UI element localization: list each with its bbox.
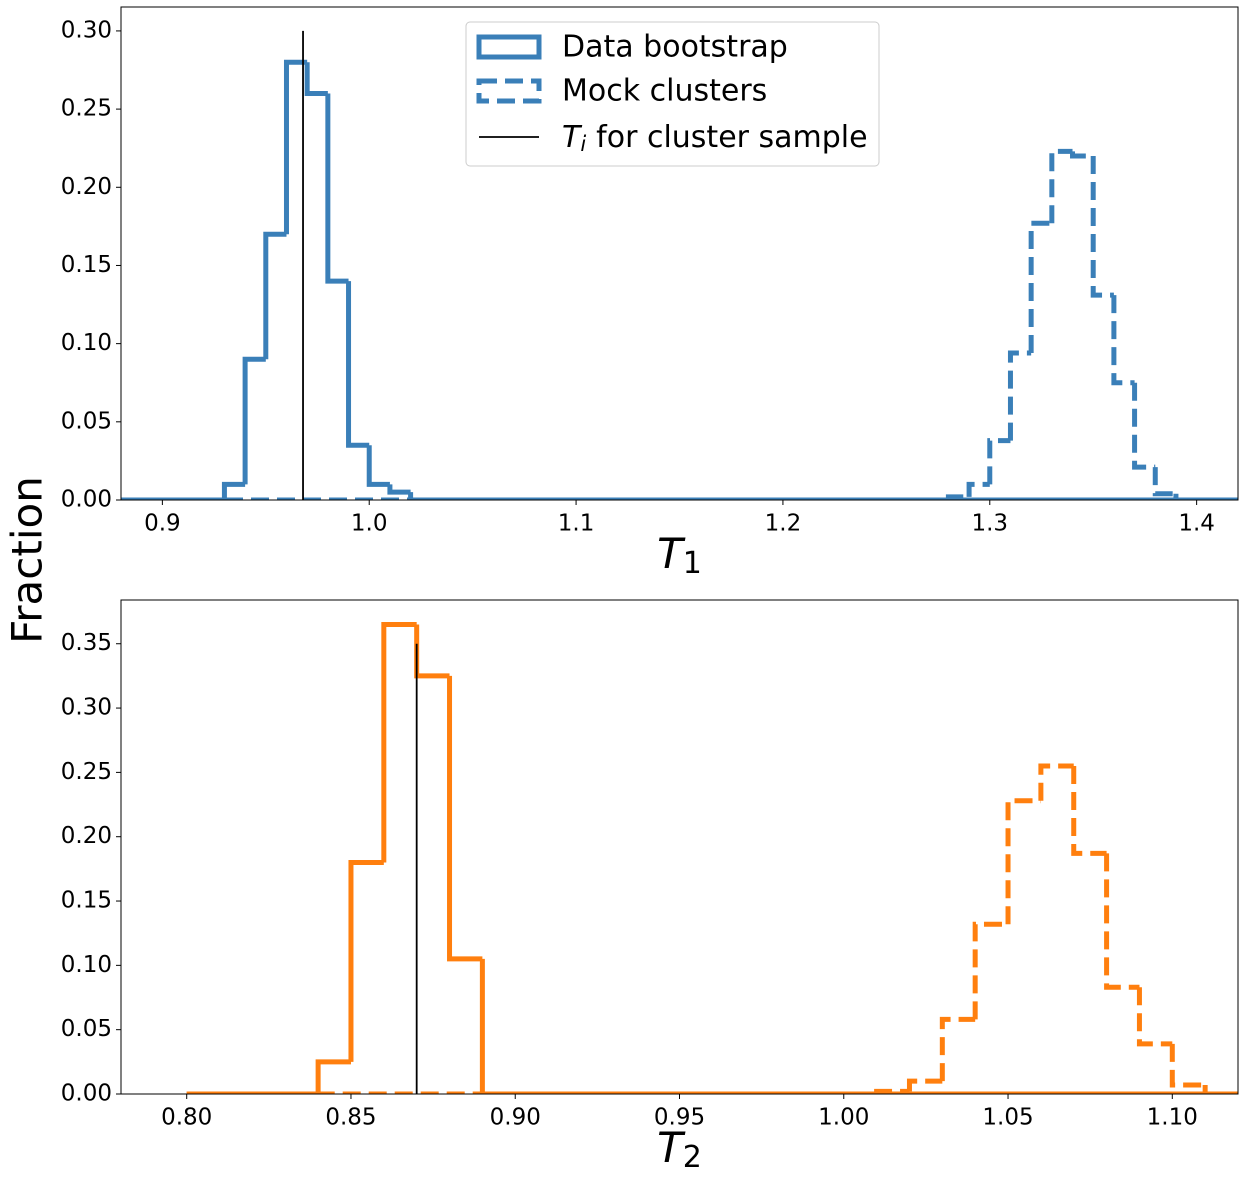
- plot-area: [186, 621, 1238, 1094]
- histogram-step: [1049, 148, 1073, 224]
- legend-text: for cluster sample: [596, 120, 867, 155]
- y-tick-label: 0.10: [61, 330, 112, 356]
- x-tick-label: 0.90: [490, 1105, 541, 1131]
- y-tick-label: 0.30: [61, 17, 112, 43]
- x-axis-label: T2: [657, 1123, 702, 1175]
- legend-subscript: i: [580, 132, 586, 156]
- histogram-step: [972, 921, 1009, 1020]
- legend-box: [465, 21, 880, 167]
- histogram-step: [945, 494, 970, 500]
- histogram-step: [283, 59, 308, 235]
- histogram-step: [1132, 382, 1156, 470]
- y-tick-label: 0.00: [61, 487, 112, 513]
- x-tick-label: 1.3: [971, 511, 1008, 537]
- histogram-step: [1104, 853, 1140, 990]
- legend-label: Mock clusters: [562, 74, 767, 109]
- x-tick-label: 1.05: [982, 1105, 1033, 1131]
- x-tick-label: 1.00: [818, 1105, 869, 1131]
- x-tick-label: 0.85: [325, 1105, 376, 1131]
- histogram-step: [906, 1078, 943, 1092]
- histogram-step: [1038, 763, 1074, 801]
- histogram-step: [1007, 350, 1032, 441]
- y-tick-label: 0.00: [61, 1081, 112, 1107]
- histogram-step: [263, 231, 287, 360]
- histogram-step: [1070, 151, 1094, 159]
- histogram-step: [387, 484, 411, 495]
- y-tick-label: 0.30: [61, 695, 112, 721]
- histogram-step: [1005, 798, 1041, 925]
- y-tick-label: 0.15: [61, 888, 112, 914]
- legend-symbol: T: [562, 120, 583, 155]
- histogram-step: [1136, 987, 1173, 1047]
- histogram-step: [1173, 493, 1238, 500]
- histogram-step: [1090, 156, 1114, 298]
- histogram-step: [939, 1016, 976, 1082]
- histogram-step: [414, 624, 450, 679]
- histogram-step: [447, 675, 483, 962]
- histogram-step: [366, 445, 390, 487]
- y-axis-label: Fraction: [3, 476, 52, 644]
- histogram-step: [1071, 765, 1107, 856]
- histogram-step: [987, 438, 1011, 485]
- histogram-step: [408, 492, 1238, 500]
- x-tick-label: 1.10: [1147, 1105, 1198, 1131]
- histogram-step: [1028, 220, 1052, 354]
- legend-swatch: [476, 78, 542, 104]
- histogram-step: [1152, 467, 1176, 497]
- y-tick-label: 0.25: [61, 759, 112, 785]
- y-tick-label: 0.10: [61, 952, 112, 978]
- y-tick-label: 0.15: [61, 252, 112, 278]
- histogram-step: [221, 481, 246, 500]
- x-tick-label: 1.4: [1178, 511, 1215, 537]
- x-axis-symbol: T: [657, 1123, 686, 1172]
- legend-label: Ti for cluster sample: [562, 120, 868, 157]
- histogram-step: [479, 958, 1238, 1094]
- histogram-step: [966, 481, 990, 497]
- x-axis-subscript: 1: [683, 546, 702, 581]
- histogram-step: [346, 281, 370, 448]
- y-tick-label: 0.20: [61, 823, 112, 849]
- x-tick-label: 1.2: [765, 511, 802, 537]
- y-tick-label: 0.20: [61, 174, 112, 200]
- legend-label: Data bootstrap: [562, 30, 788, 65]
- x-tick-label: 1.1: [558, 511, 595, 537]
- x-tick-label: 0.95: [654, 1105, 705, 1131]
- histogram-step: [325, 93, 349, 284]
- x-axis-label: T1: [657, 529, 702, 581]
- histogram-step: [315, 1059, 351, 1094]
- histogram-step: [1111, 295, 1135, 386]
- histogram-step: [381, 621, 417, 863]
- histogram-step: [874, 1088, 910, 1094]
- histogram-step: [242, 356, 266, 485]
- y-tick-label: 0.05: [61, 408, 112, 434]
- y-tick-label: 0.05: [61, 1016, 112, 1042]
- x-tick-label: 0.9: [144, 511, 181, 537]
- x-axis-symbol: T: [657, 529, 686, 578]
- legend-swatch: [476, 34, 542, 60]
- x-tick-label: 0.80: [161, 1105, 212, 1131]
- axes-frame: [120, 6, 1239, 501]
- axes-frame: [120, 599, 1239, 1095]
- y-tick-label: 0.35: [61, 630, 112, 656]
- histogram-step: [348, 859, 384, 1062]
- histogram-step: [1169, 1043, 1206, 1088]
- histogram-step: [1202, 1084, 1238, 1094]
- y-tick-label: 0.25: [61, 96, 112, 122]
- histogram-step: [304, 62, 328, 96]
- x-tick-label: 1.0: [351, 511, 388, 537]
- plot-area: [121, 30, 1238, 500]
- x-axis-subscript: 2: [683, 1140, 702, 1175]
